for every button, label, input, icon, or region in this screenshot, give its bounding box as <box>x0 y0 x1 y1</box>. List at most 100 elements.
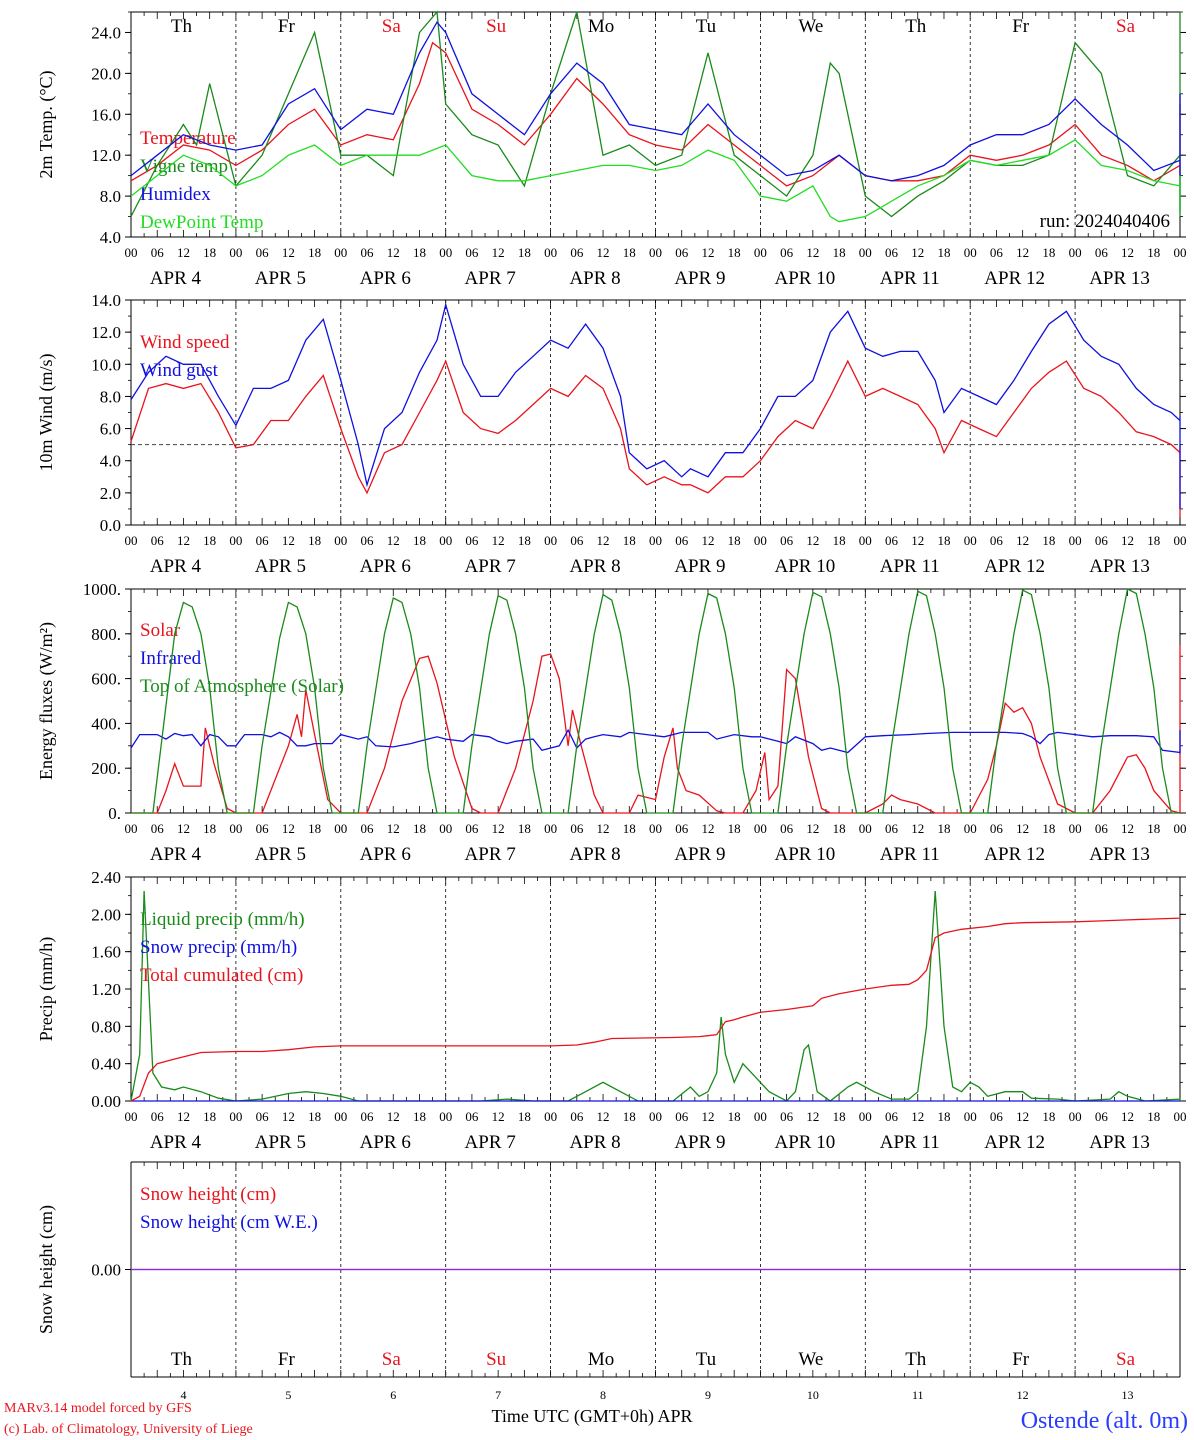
hour-label: 12 <box>1016 1109 1029 1124</box>
hour-label: 18 <box>833 245 846 260</box>
date-label: APR 8 <box>569 268 620 289</box>
y-tick-label: 6.0 <box>100 420 121 439</box>
hour-label: 06 <box>256 533 270 548</box>
hour-label: 00 <box>859 533 872 548</box>
y-tick-label: 0.00 <box>91 1261 121 1280</box>
y-axis-title: 2m Temp. (°C) <box>36 70 57 178</box>
hour-label: 18 <box>1147 533 1160 548</box>
hour-label: 00 <box>754 533 767 548</box>
y-tick-label: 0. <box>108 804 121 823</box>
day-number: 6 <box>390 1388 396 1402</box>
hour-label: 18 <box>518 1109 531 1124</box>
date-label: APR 10 <box>774 268 835 289</box>
hour-label: 12 <box>177 245 190 260</box>
hour-label: 00 <box>859 1109 872 1124</box>
hour-label: 12 <box>282 245 295 260</box>
y-tick-label: 400. <box>91 714 121 733</box>
hour-label: 18 <box>413 821 426 836</box>
hour-label: 18 <box>1147 245 1160 260</box>
lab-credit: (c) Lab. of Climatology, University of L… <box>4 1422 253 1437</box>
date-label: APR 6 <box>360 1132 411 1153</box>
hour-label: 06 <box>990 1109 1004 1124</box>
date-label: APR 13 <box>1089 268 1150 289</box>
hour-label: 06 <box>151 821 165 836</box>
hour-label: 00 <box>1069 1109 1082 1124</box>
hour-label: 12 <box>911 245 924 260</box>
hour-label: 18 <box>623 821 636 836</box>
hour-label: 06 <box>990 821 1004 836</box>
hour-label: 18 <box>203 821 216 836</box>
date-label: APR 6 <box>360 268 411 289</box>
day-abbr: We <box>798 1349 823 1370</box>
hour-label: 00 <box>964 245 977 260</box>
hour-label: 12 <box>492 533 505 548</box>
date-label: APR 5 <box>255 844 306 865</box>
hour-label: 12 <box>597 533 610 548</box>
hour-label: 18 <box>623 1109 636 1124</box>
hour-label: 06 <box>361 533 375 548</box>
series-line <box>131 588 1180 814</box>
date-label: APR 8 <box>569 844 620 865</box>
hour-label: 06 <box>1095 533 1109 548</box>
y-tick-label: 0.80 <box>91 1017 121 1036</box>
hour-label: 00 <box>544 245 557 260</box>
hour-label: 12 <box>1016 245 1029 260</box>
hour-label: 00 <box>1174 1109 1187 1124</box>
date-label: APR 5 <box>255 1132 306 1153</box>
hour-label: 12 <box>806 1109 819 1124</box>
hour-label: 06 <box>1095 821 1109 836</box>
hour-label: 00 <box>544 533 557 548</box>
hour-label: 18 <box>728 245 741 260</box>
hour-label: 06 <box>990 245 1004 260</box>
hour-label: 00 <box>125 533 138 548</box>
legend-entry: Snow precip (mm/h) <box>140 937 297 958</box>
hour-label: 06 <box>675 533 689 548</box>
hour-label: 00 <box>1174 533 1187 548</box>
y-tick-label: 2.0 <box>100 484 121 503</box>
hour-label: 18 <box>308 821 321 836</box>
hour-label: 12 <box>701 821 714 836</box>
y-tick-label: 200. <box>91 759 121 778</box>
hour-label: 18 <box>937 1109 950 1124</box>
hour-label: 12 <box>1016 533 1029 548</box>
hour-label: 18 <box>413 533 426 548</box>
hour-label: 18 <box>1042 533 1055 548</box>
hour-label: 00 <box>649 245 662 260</box>
day-number: 9 <box>705 1388 711 1402</box>
y-tick-label: 2.00 <box>91 905 121 924</box>
hour-label: 12 <box>806 245 819 260</box>
hour-label: 06 <box>570 245 584 260</box>
day-number: 10 <box>807 1388 819 1402</box>
hour-label: 18 <box>833 533 846 548</box>
hour-label: 00 <box>125 821 138 836</box>
day-number: 13 <box>1122 1388 1134 1402</box>
hour-label: 06 <box>780 1109 794 1124</box>
day-abbr: Sa <box>1116 16 1136 37</box>
station-name: Ostende (alt. 0m) <box>1021 1408 1188 1434</box>
legend-entry: Infrared <box>140 648 202 669</box>
hour-label: 12 <box>911 533 924 548</box>
hour-label: 06 <box>256 821 270 836</box>
date-label: APR 9 <box>674 844 725 865</box>
hour-label: 00 <box>964 821 977 836</box>
hour-label: 18 <box>1147 821 1160 836</box>
hour-label: 00 <box>859 245 872 260</box>
hour-label: 18 <box>413 1109 426 1124</box>
hour-label: 12 <box>282 533 295 548</box>
day-abbr: Tu <box>696 16 717 37</box>
hour-label: 06 <box>256 1109 270 1124</box>
y-tick-label: 12.0 <box>91 146 121 165</box>
hour-label: 18 <box>308 533 321 548</box>
hour-label: 00 <box>649 1109 662 1124</box>
hour-label: 06 <box>780 821 794 836</box>
hour-label: 12 <box>597 821 610 836</box>
date-label: APR 5 <box>255 268 306 289</box>
date-label: APR 11 <box>880 268 940 289</box>
hour-label: 18 <box>1042 245 1055 260</box>
hour-label: 18 <box>937 533 950 548</box>
y-tick-label: 12.0 <box>91 323 121 342</box>
hour-label: 06 <box>465 821 479 836</box>
day-abbr: Th <box>905 16 927 37</box>
hour-label: 00 <box>1174 821 1187 836</box>
hour-label: 18 <box>623 245 636 260</box>
